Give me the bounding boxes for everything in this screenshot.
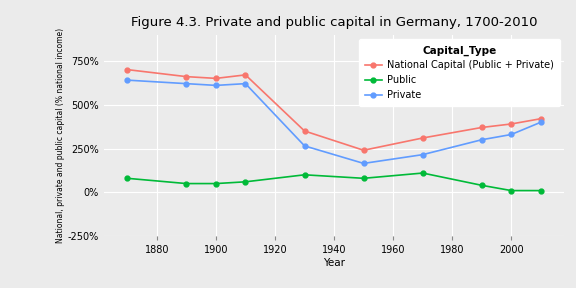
National Capital (Public + Private) — [360, 149, 367, 152]
Private — [242, 82, 249, 85]
National Capital (Public + Private) — [301, 129, 308, 133]
Public — [508, 189, 515, 192]
Public — [124, 177, 131, 180]
Public — [301, 173, 308, 177]
Private — [301, 144, 308, 148]
Private — [213, 84, 219, 87]
National Capital (Public + Private) — [213, 77, 219, 80]
Private — [508, 133, 515, 136]
Private — [124, 78, 131, 82]
Public — [183, 182, 190, 185]
National Capital (Public + Private) — [478, 126, 485, 129]
National Capital (Public + Private) — [242, 73, 249, 77]
Public — [360, 177, 367, 180]
National Capital (Public + Private) — [124, 68, 131, 71]
National Capital (Public + Private) — [183, 75, 190, 78]
Legend: National Capital (Public + Private), Public, Private: National Capital (Public + Private), Pub… — [359, 39, 560, 106]
Title: Figure 4.3. Private and public capital in Germany, 1700-2010: Figure 4.3. Private and public capital i… — [131, 16, 537, 29]
Line: Private: Private — [125, 78, 543, 166]
Public — [213, 182, 219, 185]
Public — [537, 189, 544, 192]
National Capital (Public + Private) — [419, 136, 426, 140]
Private — [183, 82, 190, 85]
National Capital (Public + Private) — [537, 117, 544, 120]
National Capital (Public + Private) — [508, 122, 515, 126]
Public — [419, 171, 426, 175]
Private — [537, 120, 544, 124]
Private — [478, 138, 485, 141]
Private — [419, 153, 426, 156]
Private — [360, 162, 367, 165]
X-axis label: Year: Year — [323, 258, 345, 268]
Public — [478, 183, 485, 187]
Public — [242, 180, 249, 183]
Y-axis label: National, private and public capital (% national income): National, private and public capital (% … — [56, 28, 65, 243]
Line: Public: Public — [125, 170, 543, 193]
Line: National Capital (Public + Private): National Capital (Public + Private) — [125, 67, 543, 153]
